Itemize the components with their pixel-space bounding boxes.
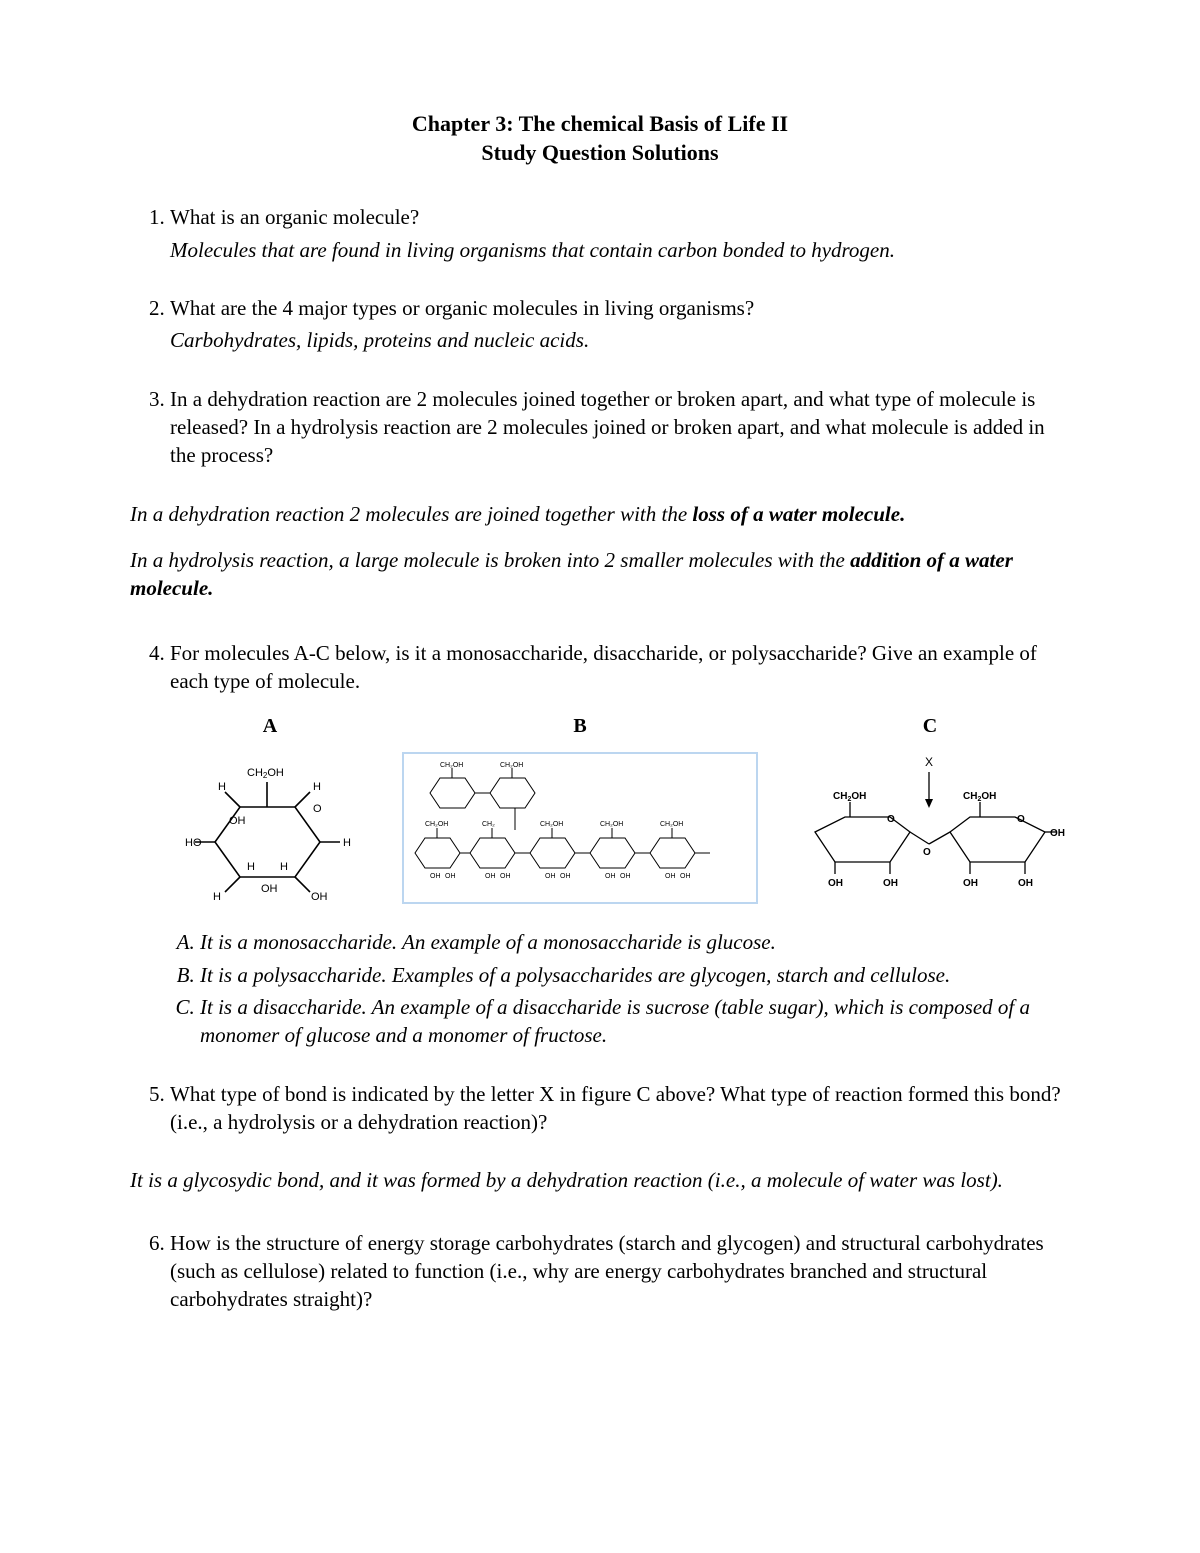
title-line-1: Chapter 3: The chemical Basis of Life II — [130, 110, 1070, 139]
svg-text:OH: OH — [430, 873, 441, 880]
q3-answer-b-pre: In a hydrolysis reaction, a large molecu… — [130, 548, 850, 572]
svg-text:CH₂OH: CH₂OH — [500, 762, 523, 769]
title-line-2: Study Question Solutions — [130, 139, 1070, 168]
svg-text:H: H — [247, 861, 255, 873]
diagram-c: X — [795, 752, 1065, 902]
svg-text:H: H — [213, 891, 221, 902]
svg-text:O: O — [313, 803, 322, 815]
svg-text:O: O — [1017, 814, 1025, 825]
q4-answer-a: It is a monosaccharide. An example of a … — [200, 928, 1070, 956]
q4-text: For molecules A-C below, is it a monosac… — [170, 639, 1070, 696]
q4-answer-b: It is a polysaccharide. Examples of a po… — [200, 961, 1070, 989]
q5-text: What type of bond is indicated by the le… — [170, 1080, 1070, 1137]
svg-text:HO: HO — [185, 837, 202, 849]
svg-text:OH: OH — [229, 815, 246, 827]
page-title: Chapter 3: The chemical Basis of Life II… — [130, 110, 1070, 167]
q5-answer: It is a glycosydic bond, and it was form… — [130, 1166, 1070, 1194]
figure-b: B — [400, 715, 760, 904]
question-4: For molecules A-C below, is it a monosac… — [170, 639, 1070, 696]
figure-row: A CH2OH O H — [130, 715, 1070, 904]
q3-answer-a-pre: In a dehydration reaction 2 molecules ar… — [130, 502, 692, 526]
question-list-cont2: What type of bond is indicated by the le… — [130, 1080, 1070, 1137]
polysaccharide-diagram-icon: CH₂OH CH₂OH CH₂OH CH₂ CH₂OH CH₂OH CH₂OH … — [410, 758, 750, 898]
svg-text:CH2OH: CH2OH — [247, 767, 284, 780]
q6-text: How is the structure of energy storage c… — [170, 1229, 1070, 1314]
q1-answer: Molecules that are found in living organ… — [170, 236, 1070, 264]
svg-text:CH2OH: CH2OH — [963, 791, 996, 803]
question-6: How is the structure of energy storage c… — [170, 1229, 1070, 1314]
svg-text:CH₂OH: CH₂OH — [440, 762, 463, 769]
svg-text:OH: OH — [311, 891, 328, 902]
svg-text:H: H — [313, 781, 321, 793]
q2-answer: Carbohydrates, lipids, proteins and nucl… — [170, 326, 1070, 354]
arrow-x-label: X — [925, 755, 933, 769]
figure-b-label: B — [573, 715, 586, 738]
q4-answer-c: It is a disaccharide. An example of a di… — [200, 993, 1070, 1050]
svg-text:CH₂OH: CH₂OH — [425, 821, 448, 828]
svg-text:O: O — [887, 814, 895, 825]
svg-text:OH: OH — [963, 878, 978, 889]
svg-text:OH: OH — [545, 873, 556, 880]
svg-text:H: H — [280, 861, 288, 873]
svg-text:H: H — [343, 837, 351, 849]
q3-text: In a dehydration reaction are 2 molecule… — [170, 385, 1070, 470]
figure-a: A CH2OH O H — [170, 715, 370, 902]
figure-c: C X — [790, 715, 1070, 902]
q2-text: What are the 4 major types or organic mo… — [170, 294, 1070, 322]
svg-text:OH: OH — [261, 883, 278, 895]
figure-a-label: A — [263, 715, 277, 738]
question-list-cont1: For molecules A-C below, is it a monosac… — [130, 639, 1070, 696]
svg-text:OH: OH — [1050, 828, 1065, 839]
document-page: Chapter 3: The chemical Basis of Life II… — [0, 0, 1200, 1553]
svg-text:OH: OH — [680, 873, 691, 880]
question-list: What is an organic molecule? Molecules t… — [130, 203, 1070, 469]
svg-text:OH: OH — [665, 873, 676, 880]
q4-sub-answers: It is a monosaccharide. An example of a … — [130, 928, 1070, 1049]
svg-text:O: O — [923, 847, 931, 858]
question-1: What is an organic molecule? Molecules t… — [170, 203, 1070, 264]
svg-text:CH₂OH: CH₂OH — [600, 821, 623, 828]
svg-text:OH: OH — [620, 873, 631, 880]
svg-text:CH₂OH: CH₂OH — [660, 821, 683, 828]
q3-answer-a-bold: loss of a water molecule. — [692, 502, 905, 526]
svg-text:CH₂: CH₂ — [482, 821, 495, 828]
svg-text:OH: OH — [1018, 878, 1033, 889]
svg-text:OH: OH — [560, 873, 571, 880]
q3-answer-a: In a dehydration reaction 2 molecules ar… — [130, 500, 1070, 528]
q1-text: What is an organic molecule? — [170, 203, 1070, 231]
question-5: What type of bond is indicated by the le… — [170, 1080, 1070, 1137]
svg-text:OH: OH — [883, 878, 898, 889]
glucose-diagram-icon: CH2OH O H H H HO OH H H H OH OH — [185, 752, 355, 902]
svg-text:OH: OH — [500, 873, 511, 880]
svg-text:OH: OH — [828, 878, 843, 889]
svg-text:OH: OH — [605, 873, 616, 880]
q3-answer-b: In a hydrolysis reaction, a large molecu… — [130, 546, 1070, 603]
svg-text:OH: OH — [485, 873, 496, 880]
question-3: In a dehydration reaction are 2 molecule… — [170, 385, 1070, 470]
svg-text:H: H — [218, 781, 226, 793]
svg-text:CH₂OH: CH₂OH — [540, 821, 563, 828]
svg-text:CH2OH: CH2OH — [833, 791, 866, 803]
question-list-cont3: How is the structure of energy storage c… — [130, 1229, 1070, 1314]
diagram-b: CH₂OH CH₂OH CH₂OH CH₂ CH₂OH CH₂OH CH₂OH … — [402, 752, 758, 904]
question-2: What are the 4 major types or organic mo… — [170, 294, 1070, 355]
disaccharide-diagram-icon: X — [795, 752, 1065, 902]
svg-text:OH: OH — [445, 873, 456, 880]
diagram-a: CH2OH O H H H HO OH H H H OH OH — [185, 752, 355, 902]
figure-c-label: C — [923, 715, 937, 738]
